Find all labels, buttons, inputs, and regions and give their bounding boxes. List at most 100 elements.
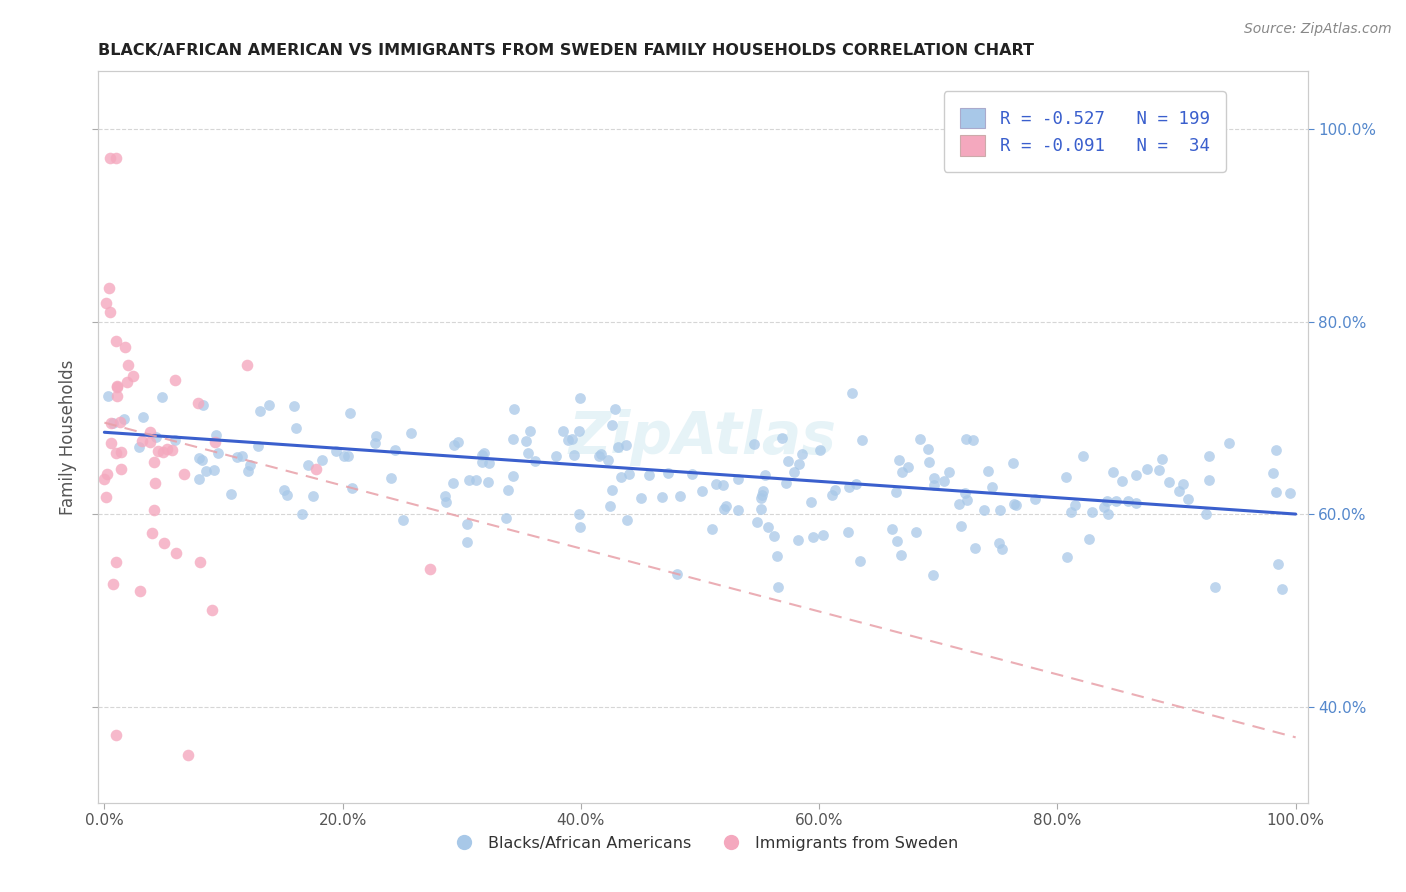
Point (1092, 500, 1115, 515)
Point (98, 151, 121, 165)
Point (291, 507, 314, 521)
Point (340, 481, 363, 495)
Text: ZipAtlas: ZipAtlas (569, 409, 837, 466)
Point (782, 465, 804, 479)
Point (922, 568, 945, 582)
Point (141, 526, 163, 541)
Point (778, 453, 800, 467)
Point (496, 483, 519, 498)
Point (502, 402, 524, 417)
Point (1198, 473, 1220, 487)
Point (792, 446, 814, 460)
Legend: Blacks/African Americans, Immigrants from Sweden: Blacks/African Americans, Immigrants fro… (441, 830, 965, 857)
Point (887, 453, 910, 467)
Point (1125, 468, 1147, 483)
Point (105, 446, 128, 460)
Point (115, 376, 138, 390)
Point (824, 483, 846, 497)
Point (391, 513, 413, 527)
Point (800, 495, 823, 509)
Point (766, 580, 789, 594)
Point (897, 459, 920, 474)
Point (845, 477, 868, 491)
Point (890, 549, 912, 563)
Point (562, 448, 585, 462)
Point (727, 472, 749, 486)
Text: BLACK/AFRICAN AMERICAN VS IMMIGRANTS FROM SWEDEN FAMILY HOUSEHOLDS CORRELATION C: BLACK/AFRICAN AMERICAN VS IMMIGRANTS FRO… (98, 43, 1035, 58)
Point (1077, 532, 1099, 546)
Point (851, 433, 873, 447)
Point (551, 424, 574, 438)
Point (128, 440, 150, 454)
Point (187, 395, 209, 409)
Point (434, 495, 457, 509)
Point (97, 281, 120, 295)
Point (110, 445, 132, 459)
Point (101, 577, 124, 591)
Point (1177, 491, 1199, 506)
Point (1261, 466, 1284, 480)
Point (591, 447, 613, 461)
Point (1081, 506, 1104, 520)
Point (752, 483, 775, 498)
Point (965, 541, 987, 556)
Point (366, 429, 388, 443)
Point (801, 530, 824, 544)
Point (821, 488, 844, 502)
Point (1125, 495, 1147, 509)
Point (204, 435, 226, 450)
Point (838, 479, 860, 493)
Point (193, 398, 215, 412)
Point (742, 437, 765, 451)
Point (610, 470, 633, 484)
Point (948, 497, 970, 511)
Point (980, 480, 1002, 494)
Point (950, 519, 973, 533)
Point (105, 380, 128, 394)
Point (96, 490, 118, 504)
Point (1152, 452, 1174, 467)
Point (188, 555, 211, 569)
Point (1111, 474, 1133, 488)
Point (465, 473, 488, 487)
Point (515, 434, 537, 448)
Point (105, 151, 128, 165)
Point (890, 465, 912, 479)
Point (226, 450, 249, 464)
Point (702, 522, 724, 536)
Point (588, 450, 610, 464)
Point (131, 434, 153, 449)
Point (191, 453, 214, 467)
Point (756, 520, 779, 534)
Point (273, 483, 295, 497)
Point (763, 529, 786, 543)
Point (918, 455, 941, 469)
Point (1147, 463, 1170, 477)
Point (204, 427, 226, 442)
Point (283, 399, 305, 413)
Point (502, 469, 524, 483)
Point (849, 554, 872, 568)
Point (787, 533, 810, 547)
Point (105, 334, 128, 348)
Point (337, 449, 360, 463)
Point (651, 490, 673, 504)
Point (148, 444, 170, 458)
Point (713, 502, 735, 516)
Y-axis label: Family Households: Family Households (59, 359, 77, 515)
Point (811, 528, 834, 542)
Point (770, 431, 793, 445)
Point (156, 442, 179, 457)
Point (841, 386, 863, 401)
Point (472, 446, 495, 460)
Point (1198, 449, 1220, 463)
Point (882, 522, 904, 536)
Point (339, 406, 361, 420)
Point (311, 453, 333, 467)
Point (977, 464, 1000, 478)
Point (519, 424, 541, 438)
Point (239, 458, 262, 472)
Point (98, 305, 121, 319)
Point (955, 432, 977, 446)
Point (105, 389, 128, 403)
